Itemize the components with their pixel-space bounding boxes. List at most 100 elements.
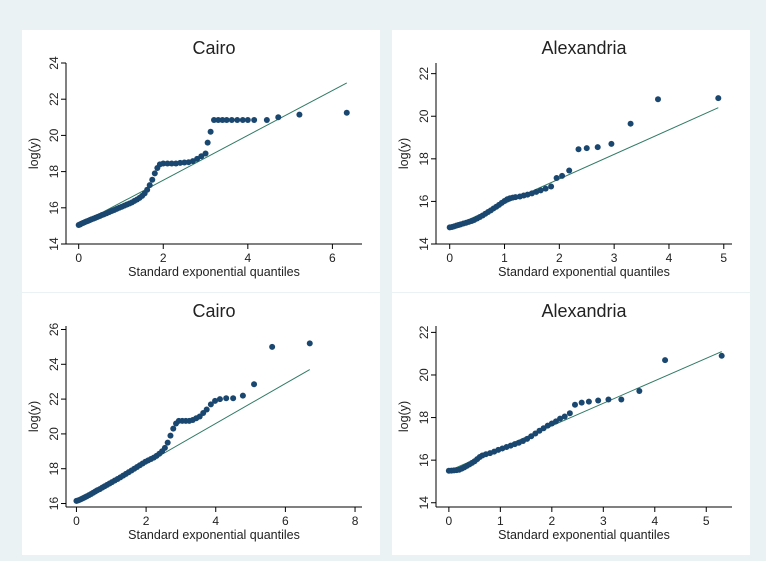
data-point	[548, 183, 555, 190]
data-point	[239, 392, 246, 399]
x-tick-label: 2	[556, 251, 563, 265]
y-tick-label: 14	[417, 496, 431, 510]
data-point	[605, 396, 612, 403]
y-tick-label: 18	[417, 152, 431, 166]
data-point	[561, 413, 568, 420]
x-tick-label: 0	[75, 251, 82, 265]
y-tick-label: 18	[47, 462, 61, 476]
chart-title: Alexandria	[541, 38, 627, 58]
data-point	[207, 401, 214, 408]
x-tick-label: 0	[446, 251, 453, 265]
x-tick-label: 0	[446, 514, 453, 528]
data-point	[161, 444, 168, 451]
data-point	[557, 415, 564, 422]
data-point	[636, 387, 643, 394]
data-point	[275, 114, 282, 121]
data-point	[168, 160, 175, 167]
data-point	[585, 398, 592, 405]
data-point	[151, 170, 158, 177]
y-tick-label: 16	[47, 497, 61, 511]
x-tick-label: 3	[611, 251, 618, 265]
data-point	[575, 146, 582, 153]
data-point	[146, 182, 153, 189]
data-point	[160, 160, 167, 167]
data-point	[212, 397, 219, 404]
data-point	[559, 172, 566, 179]
x-tick-label: 4	[666, 251, 673, 265]
x-axis-label: Standard exponential quantiles	[128, 528, 300, 542]
data-point	[655, 96, 661, 103]
y-tick-label: 16	[417, 453, 431, 467]
x-tick-label: 4	[651, 514, 658, 528]
reference-line	[78, 82, 348, 226]
y-tick-label: 26	[47, 322, 61, 336]
x-axis-label: Standard exponential quantiles	[498, 265, 670, 279]
data-point	[223, 395, 230, 402]
x-tick-label: 1	[501, 251, 508, 265]
data-point	[608, 140, 615, 147]
y-tick-label: 18	[47, 165, 61, 179]
data-point	[566, 410, 573, 417]
chart-panel-alexandria-top: Alexandria 0 1 2 3 4 5 14 16 18 20 22 Standard expon…	[392, 30, 750, 292]
x-axis-label: Standard exponential quantiles	[128, 265, 300, 279]
data-point	[239, 117, 246, 124]
data-point	[164, 160, 171, 167]
data-point	[553, 174, 560, 181]
data-point	[618, 396, 625, 403]
data-point	[343, 109, 350, 116]
y-tick-label: 14	[417, 237, 431, 251]
x-tick-label: 4	[212, 514, 219, 528]
panel-background	[22, 30, 380, 292]
data-point	[170, 425, 177, 432]
data-point	[216, 396, 223, 403]
data-point	[571, 401, 578, 408]
data-point	[144, 186, 151, 193]
panel-background	[392, 293, 750, 555]
y-tick-label: 20	[47, 128, 61, 142]
x-tick-label: 4	[244, 251, 251, 265]
x-tick-label: 5	[720, 251, 727, 265]
data-point	[149, 176, 156, 183]
y-tick-label: 22	[47, 392, 61, 406]
data-point	[211, 117, 217, 124]
x-tick-label: 1	[497, 514, 504, 528]
chart-title: Alexandria	[541, 301, 627, 321]
y-axis-label: log(y)	[397, 401, 411, 432]
panel-background	[392, 30, 750, 292]
data-point	[296, 111, 303, 118]
y-tick-label: 20	[47, 427, 61, 441]
x-tick-label: 0	[73, 514, 80, 528]
data-point	[223, 117, 230, 124]
data-point	[230, 395, 237, 402]
data-point	[594, 144, 601, 151]
x-tick-label: 2	[143, 514, 150, 528]
data-point	[537, 187, 544, 194]
chart-title: Cairo	[192, 301, 235, 321]
x-tick-label: 2	[160, 251, 167, 265]
data-point	[228, 117, 235, 124]
y-tick-label: 14	[47, 237, 61, 251]
data-point	[595, 397, 602, 404]
data-point	[207, 128, 214, 135]
x-tick-label: 2	[548, 514, 555, 528]
data-point	[203, 406, 210, 413]
data-point	[219, 117, 226, 124]
x-axis-label: Standard exponential quantiles	[498, 528, 670, 542]
y-tick-label: 22	[417, 325, 431, 339]
data-point	[306, 340, 313, 347]
x-tick-label: 5	[703, 514, 710, 528]
panel-background	[22, 293, 380, 555]
y-tick-label: 16	[47, 201, 61, 215]
x-tick-label: 6	[329, 251, 336, 265]
y-tick-label: 16	[417, 194, 431, 208]
data-point	[269, 343, 276, 350]
data-point	[583, 145, 590, 152]
data-point	[202, 150, 209, 157]
data-point	[566, 167, 573, 174]
chart-panel-alexandria-bottom: Alexandria 0 1 2 3 4 5 14 16 18 20 22 Standard expon…	[392, 293, 750, 555]
data-point	[234, 117, 241, 124]
data-point	[167, 432, 174, 439]
